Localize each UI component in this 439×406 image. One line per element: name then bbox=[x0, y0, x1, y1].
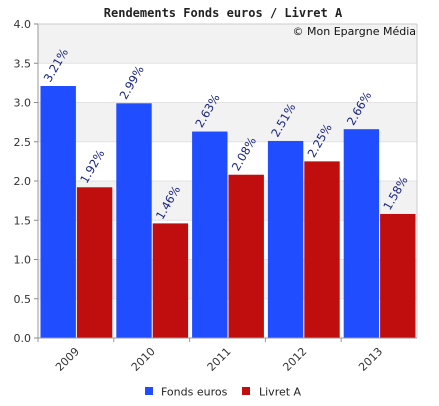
y-tick-label: 0.5 bbox=[14, 293, 32, 306]
bar-livret-a-2012 bbox=[304, 161, 340, 338]
y-tick-label: 1.5 bbox=[14, 214, 32, 227]
x-tick-label: 2010 bbox=[129, 345, 158, 374]
legend-label-livret-a: Livret A bbox=[259, 386, 302, 399]
legend: Fonds euros Livret A bbox=[145, 386, 302, 399]
x-tick-label: 2009 bbox=[53, 345, 82, 374]
plot-band bbox=[38, 24, 417, 64]
chart-title: Rendements Fonds euros / Livret A bbox=[104, 6, 343, 20]
x-tick-label: 2011 bbox=[205, 345, 234, 374]
bar-fonds-euros-2013 bbox=[343, 129, 380, 338]
bar-livret-a-2009 bbox=[76, 187, 113, 338]
y-tick-label: 3.5 bbox=[14, 57, 32, 70]
x-tick-label: 2012 bbox=[280, 345, 309, 374]
y-tick-label: 2.0 bbox=[14, 175, 32, 188]
bar-livret-a-2010 bbox=[152, 223, 189, 338]
y-tick-label: 2.5 bbox=[14, 136, 32, 149]
bar-livret-a-2011 bbox=[228, 174, 264, 338]
bar-fonds-euros-2009 bbox=[40, 86, 76, 338]
y-axis: 0.0 0.5 1.0 1.5 2.0 2.5 3.0 3.5 4.0 bbox=[14, 18, 418, 345]
legend-swatch-fonds-euros bbox=[145, 387, 153, 395]
plot-band bbox=[38, 63, 417, 103]
y-tick-label: 4.0 bbox=[14, 18, 32, 31]
y-tick-label: 1.0 bbox=[14, 254, 32, 267]
bar-fonds-euros-2010 bbox=[116, 103, 152, 338]
bars bbox=[40, 86, 416, 338]
bar-fonds-euros-2011 bbox=[192, 131, 228, 338]
bar-livret-a-2013 bbox=[380, 213, 416, 338]
credit-text: © Mon Epargne Média bbox=[293, 25, 416, 38]
bar-fonds-euros-2012 bbox=[267, 140, 304, 338]
x-axis: 2009 2010 2011 2012 2013 bbox=[37, 337, 417, 374]
legend-label-fonds-euros: Fonds euros bbox=[161, 386, 228, 399]
legend-swatch-livret-a bbox=[242, 387, 250, 395]
y-tick-label: 0.0 bbox=[14, 332, 32, 345]
y-tick-label: 3.0 bbox=[14, 97, 32, 110]
x-tick-label: 2013 bbox=[356, 345, 385, 374]
